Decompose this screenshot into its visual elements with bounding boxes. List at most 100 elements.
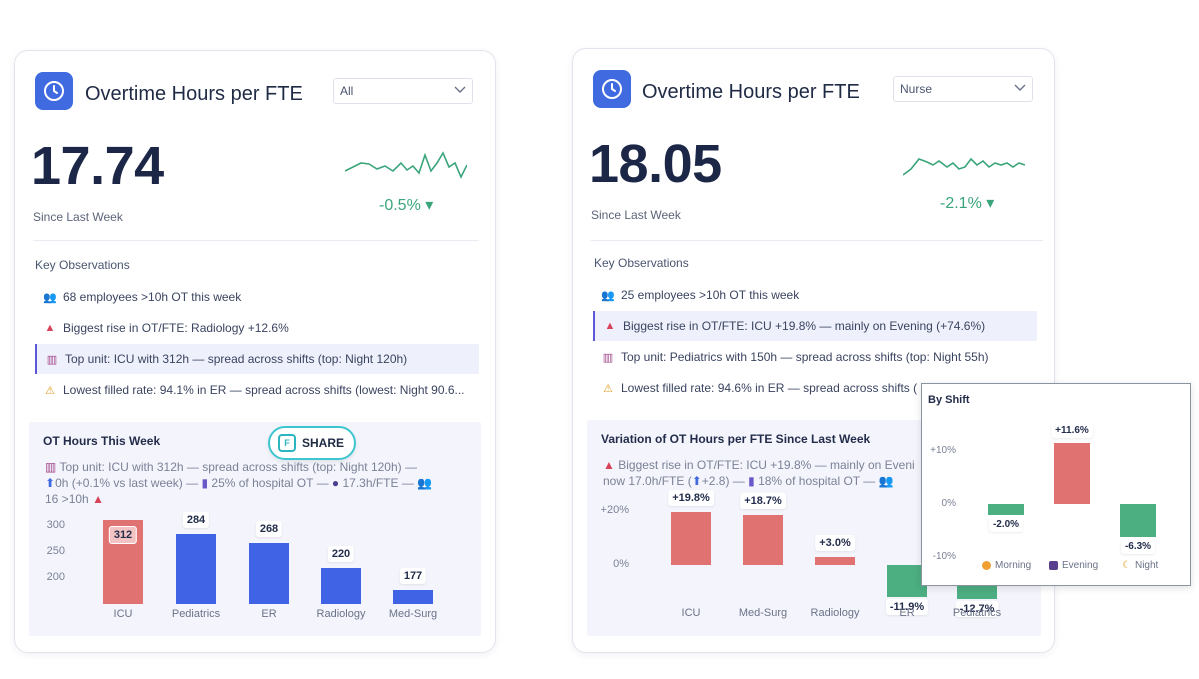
person-icon: ● — [331, 476, 340, 490]
category-label: ICU — [113, 608, 133, 620]
since-label: Since Last Week — [33, 210, 123, 224]
trend-sparkline — [345, 151, 467, 179]
kpi-value: 18.05 — [589, 134, 722, 194]
bar-med-surg — [393, 589, 433, 604]
chevron-down-icon — [1014, 84, 1026, 91]
warning-icon: ⚠ — [603, 382, 613, 395]
y-tick-label: 200 — [46, 571, 65, 583]
kpi-value: 17.74 — [31, 136, 164, 196]
dropdown-value: Nurse — [900, 82, 933, 96]
y-tick-label: +20% — [600, 504, 629, 516]
people-icon: 👥 — [417, 476, 433, 490]
category-label: Pediatrics — [952, 607, 1002, 619]
role-filter-dropdown[interactable]: Nurse — [893, 76, 1033, 102]
y-tick-label: 300 — [46, 519, 65, 531]
category-label: ER — [261, 608, 277, 620]
bar-er — [887, 565, 927, 598]
up-arrow-icon: ⬆ — [691, 474, 702, 488]
bar-radiology — [321, 567, 361, 604]
up-triangle-icon: ▲ — [603, 458, 619, 472]
up-arrow-icon: ⬆ — [45, 476, 56, 490]
data-label: +3.0% — [815, 534, 855, 551]
people-icon: 👥 — [878, 474, 894, 488]
data-label: -11.9% — [885, 599, 929, 616]
card-title: Overtime Hours per FTE — [85, 83, 303, 105]
data-label: -6.3% — [1120, 539, 1156, 555]
data-label: 284 — [182, 512, 210, 529]
y-tick-label: 250 — [46, 545, 65, 557]
panel-summary: ▥ Top unit: ICU with 312h — spread acros… — [45, 460, 433, 506]
observation-item[interactable]: 👥 68 employees >10h OT this week — [43, 290, 242, 304]
up-triangle-icon: ▲ — [44, 322, 56, 334]
legend-night: ☾ Night — [1122, 560, 1159, 571]
legend-morning: Morning — [982, 560, 1031, 571]
bar-radiology — [815, 556, 855, 565]
data-label: -2.0% — [988, 516, 1024, 532]
observation-item[interactable]: ⚠ Lowest filled rate: 94.6% in ER — spre… — [593, 373, 1037, 403]
category-label: Pediatrics — [171, 608, 221, 620]
building-icon: ▥ — [46, 353, 58, 366]
building-icon: ▥ — [602, 351, 614, 364]
observation-item[interactable]: 👥 25 employees >10h OT this week — [601, 288, 800, 302]
trend-sparkline — [903, 157, 1025, 176]
observation-item[interactable]: ▲ Biggest rise in OT/FTE: Radiology +12.… — [44, 321, 289, 335]
alert-icon: ▲ — [92, 492, 104, 506]
category-label: Med-Surg — [738, 607, 788, 619]
morning-icon — [982, 561, 991, 570]
data-label: 312 — [108, 525, 138, 544]
clock-icon — [593, 70, 631, 108]
y-tick-label: -10% — [932, 551, 956, 562]
up-triangle-icon: ▲ — [604, 320, 616, 332]
y-tick-label: 0% — [613, 558, 629, 570]
panel-summary: ▲ Biggest rise in OT/FTE: ICU +19.8% — m… — [603, 458, 915, 488]
moon-icon: ☾ — [1122, 560, 1131, 571]
evening-icon — [1049, 561, 1058, 570]
role-filter-dropdown[interactable]: All — [333, 78, 473, 104]
building-icon: ▥ — [45, 460, 60, 474]
y-tick-label: 0% — [941, 498, 956, 509]
y-tick-label: +10% — [930, 445, 956, 456]
observation-item[interactable]: ▥ Top unit: ICU with 312h — spread acros… — [35, 344, 479, 374]
observation-item[interactable]: ▲ Biggest rise in OT/FTE: ICU +19.8% — m… — [593, 311, 1037, 341]
panel-title: OT Hours This Week — [43, 434, 161, 448]
data-label: +11.6% — [1051, 422, 1093, 438]
data-label: 268 — [255, 520, 283, 537]
divider — [591, 240, 1043, 241]
category-label: ICU — [681, 607, 701, 619]
share-button[interactable]: F SHARE — [268, 426, 356, 460]
clock-icon — [35, 72, 73, 110]
category-label: Radiology — [810, 607, 860, 619]
ot-hours-panel: OT Hours This Week ▥ Top unit: ICU with … — [29, 422, 481, 636]
panel-title: Variation of OT Hours per FTE Since Last… — [601, 432, 871, 446]
category-label: ER — [899, 607, 915, 619]
bar-pediatrics — [176, 534, 216, 604]
key-observations-title: Key Observations — [35, 258, 130, 272]
data-label: +18.7% — [740, 492, 786, 509]
observation-item[interactable]: ⚠ Lowest filled rate: 94.1% in ER — spre… — [35, 375, 479, 405]
data-label: +19.8% — [668, 489, 714, 506]
kpi-card-all: Overtime Hours per FTE All 17.74 Since L… — [14, 50, 496, 653]
since-label: Since Last Week — [591, 208, 681, 222]
bar-er — [249, 542, 289, 604]
card-title: Overtime Hours per FTE — [642, 81, 860, 103]
bar-morning — [988, 504, 1024, 515]
category-label: Radiology — [316, 608, 366, 620]
tooltip-title: By Shift — [928, 394, 970, 406]
bar-icu — [671, 511, 711, 565]
people-icon: 👥 — [43, 291, 57, 304]
divider — [33, 240, 479, 241]
bar-med-surg — [743, 514, 783, 565]
dropdown-value: All — [340, 84, 354, 98]
kpi-delta: -2.1% ▾ — [940, 195, 995, 212]
legend-evening: Evening — [1049, 560, 1098, 571]
data-label: 177 — [399, 567, 427, 584]
bar-night — [1120, 504, 1156, 538]
observation-item[interactable]: ▥ Top unit: Pediatrics with 150h — sprea… — [602, 350, 989, 364]
share-icon: F — [278, 434, 296, 452]
people-icon: 👥 — [601, 289, 615, 302]
bar-evening — [1054, 442, 1090, 504]
kpi-delta: -0.5% ▾ — [379, 197, 434, 214]
data-label: -12.7% — [955, 601, 999, 618]
chevron-down-icon — [454, 86, 466, 93]
category-label: Med-Surg — [388, 608, 438, 620]
